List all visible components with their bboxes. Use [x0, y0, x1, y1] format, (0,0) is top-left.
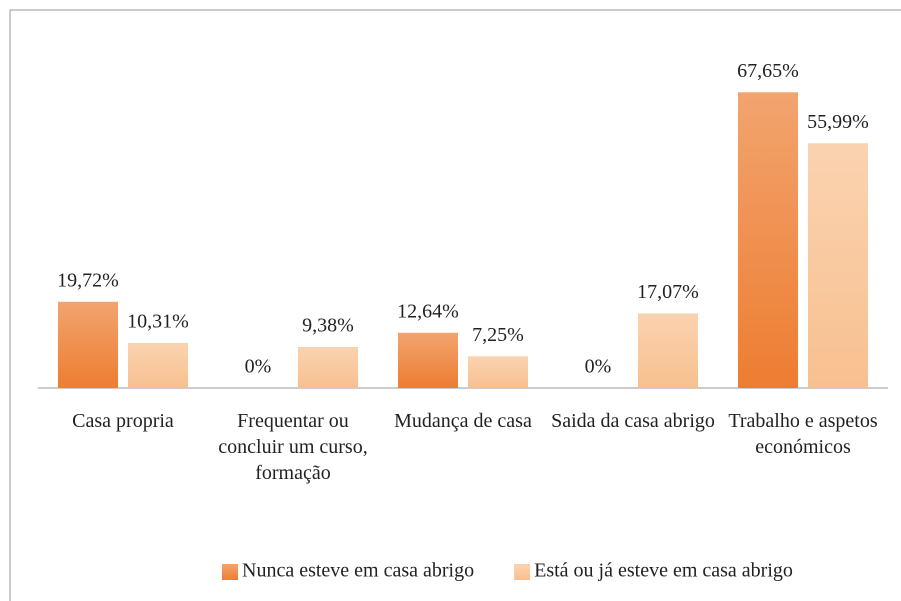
bar	[808, 143, 868, 388]
legend-label: Nunca esteve em casa abrigo	[242, 560, 474, 582]
legend-label: Está ou já esteve em casa abrigo	[534, 560, 793, 582]
bar	[638, 313, 698, 388]
data-label: 67,65%	[737, 60, 799, 82]
data-label: 7,25%	[472, 324, 524, 346]
legend-swatch	[222, 564, 238, 580]
bar	[398, 332, 458, 388]
frame	[9, 9, 901, 601]
x-tick-label: Trabalho e aspetos económicos	[728, 410, 878, 458]
data-label: 19,72%	[57, 269, 119, 291]
x-tick-label: Casa propria	[72, 410, 174, 432]
x-tick-label: Saida da casa abrigo	[551, 410, 715, 432]
data-label: 0%	[245, 356, 272, 378]
bar	[468, 356, 528, 388]
data-label: 12,64%	[397, 300, 459, 322]
data-label: 17,07%	[637, 281, 699, 303]
bar	[298, 346, 358, 388]
bar	[128, 342, 188, 388]
data-label: 10,31%	[127, 311, 189, 333]
data-label: 55,99%	[807, 111, 869, 133]
bar	[738, 92, 798, 388]
legend-swatch	[514, 564, 531, 580]
x-tick-label: Frequentar ou concluir um curso, formaçã…	[218, 410, 368, 484]
data-label: 9,38%	[302, 315, 354, 337]
data-label: 0%	[585, 356, 612, 378]
bar	[58, 301, 118, 388]
x-tick-label: Mudança de casa	[394, 410, 532, 432]
